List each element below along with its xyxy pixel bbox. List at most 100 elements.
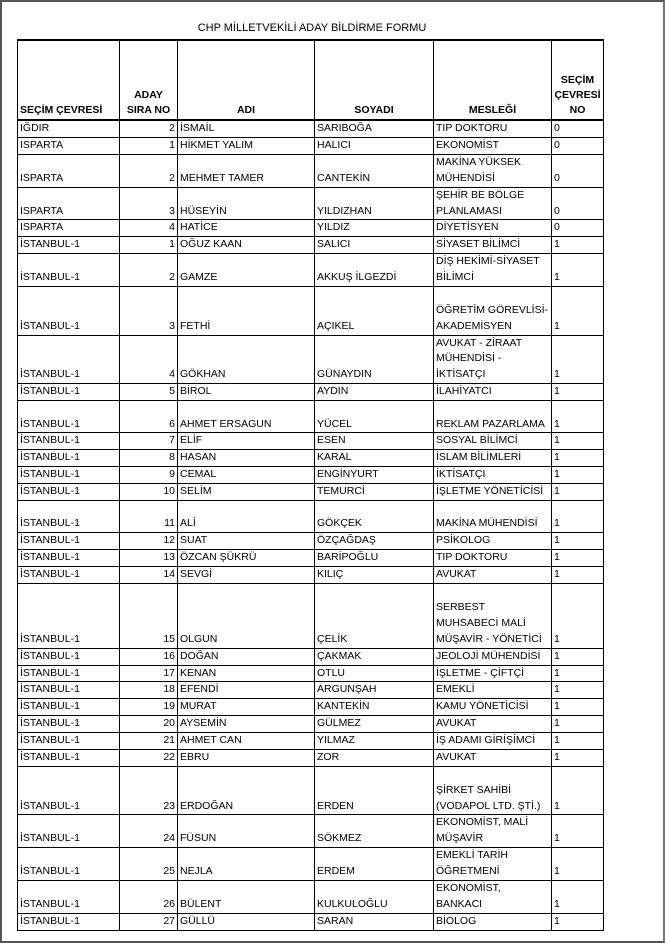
district-no: 1	[551, 334, 604, 385]
surname: SÖKMEZ	[314, 814, 434, 849]
table-row: İSTANBUL-1 19 MURAT KANTEKİN KAMU YÖNETİCİSİ…	[17, 698, 604, 717]
table-row: ISPARTA 2 MEHMET TAMER CANTEKİN MAKİNA YÜKSE…	[17, 153, 604, 188]
first-name: FÜSUN	[177, 814, 315, 849]
district: İSTANBUL-1	[17, 912, 120, 931]
district: İSTANBUL-1	[17, 334, 120, 385]
profession: AVUKAT - ZİRAAT MÜHENDİSİ - İKTİSATÇI	[433, 334, 552, 385]
first-name: HATİCE	[177, 219, 315, 238]
table-row: İSTANBUL-1 14 SEVGİ KILIÇ AVUKAT 1	[17, 566, 604, 585]
surname: AKKUŞ İLGEZDİ	[314, 253, 434, 288]
district: İSTANBUL-1	[17, 664, 120, 683]
rank: 4	[119, 219, 178, 238]
table-row: İSTANBUL-1 5 BİROL AYDIN İLAHİYATCI 1	[17, 383, 604, 402]
district-no: 1	[551, 732, 604, 751]
district: İSTANBUL-1	[17, 432, 120, 451]
table-row: IĞDIR 2 İSMAİL SARIBOĞA TIP DOKTORU 0	[17, 119, 604, 138]
rank: 17	[119, 664, 178, 683]
first-name: CEMAL	[177, 466, 315, 485]
district: İSTANBUL-1	[17, 698, 120, 717]
profession: DİŞ HEKİMİ-SİYASET BİLİMCİ	[433, 253, 552, 288]
profession: DİYETİSYEN	[433, 219, 552, 238]
district-no: 1	[551, 500, 604, 534]
rank: 18	[119, 681, 178, 700]
table-row: İSTANBUL-1 9 CEMAL ENGİNYURT İKTİSATÇI 1	[17, 466, 604, 485]
profession: İLAHİYATCI	[433, 383, 552, 402]
table-row: İSTANBUL-1 6 AHMET ERSAGUN YÜCEL REKLAM PAZA…	[17, 400, 604, 434]
profession: PSİKOLOG	[433, 532, 552, 551]
district: İSTANBUL-1	[17, 681, 120, 700]
rank: 24	[119, 814, 178, 849]
district: İSTANBUL-1	[17, 749, 120, 767]
column-header: MESLEĞİ	[433, 39, 552, 121]
rank: 20	[119, 715, 178, 734]
table-row: İSTANBUL-1 27 GÜLLÜ SARAN BİOLOG 1	[17, 912, 604, 931]
rank: 22	[119, 749, 178, 767]
table-row: İSTANBUL-1 1 OĞUZ KAAN SALICI SİYASET BİLİMC…	[17, 236, 604, 255]
district: ISPARTA	[17, 153, 120, 188]
surname: YILDIZHAN	[314, 186, 434, 221]
district-no: 1	[551, 400, 604, 434]
surname: YILMAZ	[314, 732, 434, 751]
table-row: İSTANBUL-1 24 FÜSUN SÖKMEZ EKONOMİST, MALİ M…	[17, 814, 604, 849]
rank: 10	[119, 483, 178, 502]
table-row: İSTANBUL-1 18 EFENDİ ARGUNŞAH EMEKLİ 1	[17, 681, 604, 700]
table-row: İSTANBUL-1 13 ÖZCAN ŞÜKRÜ BARİPOĞLU TIP DOKT…	[17, 549, 604, 568]
rank: 5	[119, 383, 178, 402]
profession: TIP DOKTORU	[433, 549, 552, 568]
rank: 4	[119, 334, 178, 385]
profession: AVUKAT	[433, 566, 552, 585]
table-row: İSTANBUL-1 17 KENAN OTLU İŞLETME - ÇİFTÇİ 1	[17, 664, 604, 683]
district: İSTANBUL-1	[17, 383, 120, 402]
header-line: ADAY	[134, 89, 163, 101]
rank: 11	[119, 500, 178, 534]
rank: 23	[119, 765, 178, 816]
surname: ÇELİK	[314, 583, 434, 649]
district-no: 0	[551, 119, 604, 138]
district-no: 1	[551, 253, 604, 288]
table-row: İSTANBUL-1 26 BÜLENT KULKULOĞLU EKONOMİST, B…	[17, 880, 604, 914]
profession: AVUKAT	[433, 715, 552, 734]
first-name: SEVGİ	[177, 566, 315, 585]
district: İSTANBUL-1	[17, 286, 120, 336]
first-name: HİKMET YALIM	[177, 136, 315, 155]
table-row: İSTANBUL-1 22 EBRU ZOR AVUKAT 1	[17, 749, 604, 767]
district-no: 1	[551, 483, 604, 502]
rank: 3	[119, 286, 178, 336]
profession: TIP DOKTORU	[433, 119, 552, 138]
profession: KAMU YÖNETİCİSİ	[433, 698, 552, 717]
surname: ZOR	[314, 749, 434, 767]
district-no: 1	[551, 664, 604, 683]
district-no: 0	[551, 186, 604, 221]
first-name: GAMZE	[177, 253, 315, 288]
profession: MAKİNA MÜHENDİSİ	[433, 500, 552, 534]
first-name: OĞUZ KAAN	[177, 236, 315, 255]
surname: SARAN	[314, 912, 434, 931]
header-row: SEÇİM ÇEVRESİ ADAY SIRA NO ADI SOYADI MESLEĞİ…	[17, 39, 604, 121]
district-no: 1	[551, 549, 604, 568]
form-title: CHP MİLLETVEKİLİ ADAY BİLDİRME FORMU	[197, 22, 427, 34]
table-row: İSTANBUL-1 23 ERDOĞAN ERDEN ŞİRKET SAHİBİ (V…	[17, 765, 604, 816]
rank: 16	[119, 647, 178, 666]
header-line: SIRA NO	[126, 104, 171, 116]
surname: AÇIKEL	[314, 286, 434, 336]
rank: 12	[119, 532, 178, 551]
profession: MAKİNA YÜKSEK MÜHENDİSİ	[433, 153, 552, 188]
surname: YILDIZ	[314, 219, 434, 238]
first-name: AYSEMİN	[177, 715, 315, 734]
district: İSTANBUL-1	[17, 483, 120, 502]
rank: 7	[119, 432, 178, 451]
district: İSTANBUL-1	[17, 400, 120, 434]
rank: 13	[119, 549, 178, 568]
first-name: OLGUN	[177, 583, 315, 649]
district: ISPARTA	[17, 136, 120, 155]
surname: CANTEKİN	[314, 153, 434, 188]
district: ISPARTA	[17, 219, 120, 238]
column-header: ADI	[177, 39, 315, 121]
table-row: İSTANBUL-1 2 GAMZE AKKUŞ İLGEZDİ DİŞ HEKİMİ-…	[17, 253, 604, 288]
district: İSTANBUL-1	[17, 566, 120, 585]
district: İSTANBUL-1	[17, 583, 120, 649]
first-name: GÜLLÜ	[177, 912, 315, 931]
first-name: HÜSEYİN	[177, 186, 315, 221]
surname: KARAL	[314, 449, 434, 468]
